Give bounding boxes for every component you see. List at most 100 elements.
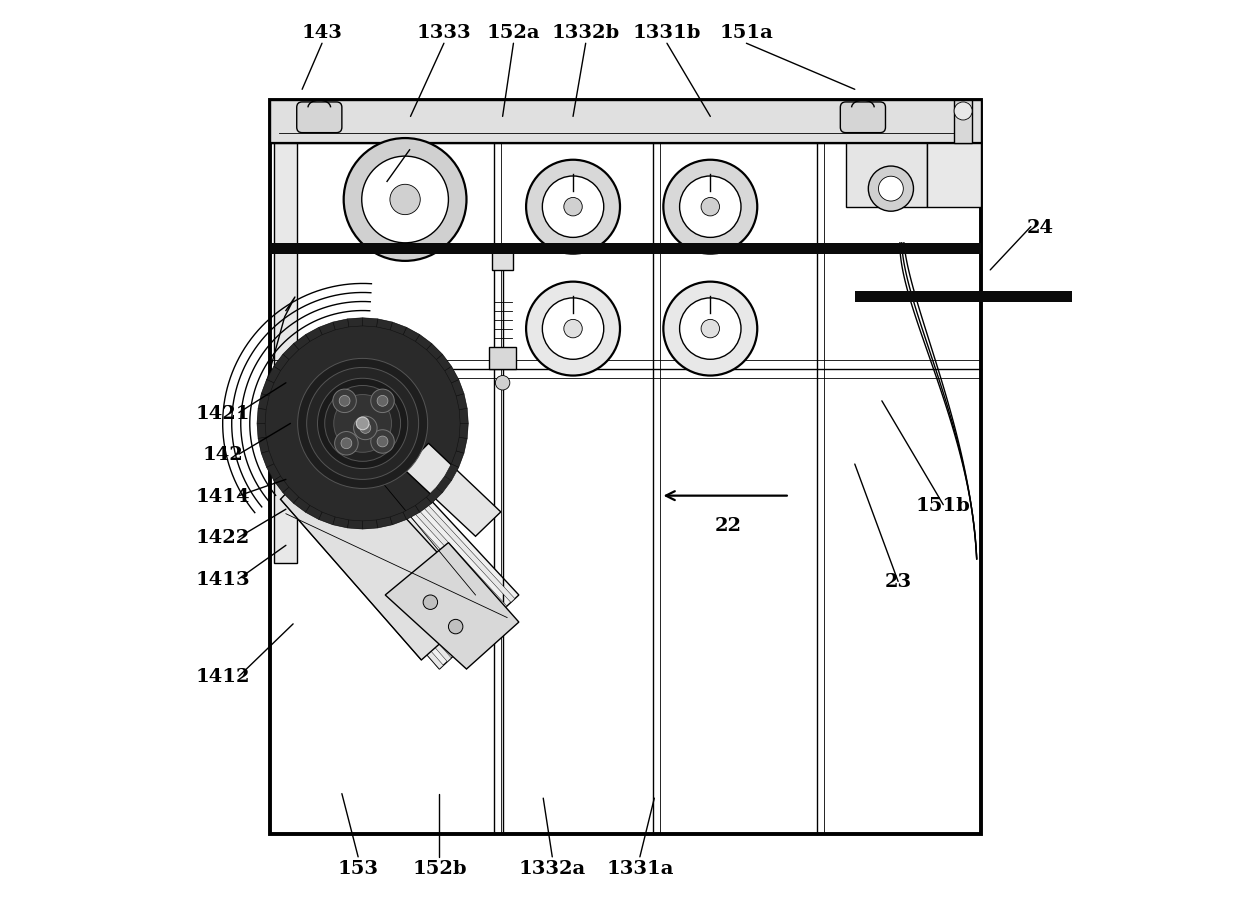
Circle shape (701, 198, 719, 216)
Polygon shape (427, 488, 443, 503)
Polygon shape (305, 506, 322, 520)
Polygon shape (456, 437, 467, 454)
Circle shape (360, 423, 371, 434)
Polygon shape (280, 442, 485, 660)
Text: 1331b: 1331b (632, 24, 701, 42)
Text: 153: 153 (337, 859, 378, 877)
Text: 152a: 152a (486, 24, 541, 42)
Polygon shape (347, 318, 362, 327)
Polygon shape (459, 424, 469, 439)
Circle shape (701, 320, 719, 338)
Text: 152b: 152b (412, 859, 466, 877)
Polygon shape (274, 354, 289, 372)
Polygon shape (269, 244, 981, 254)
Polygon shape (262, 380, 274, 397)
Polygon shape (445, 367, 459, 383)
Text: 1413: 1413 (196, 570, 250, 588)
Polygon shape (258, 437, 269, 454)
Polygon shape (262, 451, 274, 468)
Polygon shape (456, 394, 467, 410)
Circle shape (317, 379, 408, 469)
Text: 24: 24 (1027, 218, 1054, 236)
Polygon shape (283, 345, 299, 360)
Circle shape (377, 437, 388, 447)
Polygon shape (436, 476, 451, 493)
Polygon shape (415, 336, 432, 350)
Circle shape (334, 395, 392, 453)
Circle shape (423, 595, 438, 610)
Polygon shape (269, 101, 981, 144)
Circle shape (343, 139, 466, 262)
Circle shape (371, 430, 394, 454)
Polygon shape (309, 440, 484, 632)
Circle shape (954, 103, 972, 121)
Polygon shape (316, 433, 491, 625)
Circle shape (680, 299, 742, 360)
Polygon shape (403, 444, 501, 537)
Circle shape (298, 359, 428, 489)
Text: 1332b: 1332b (552, 24, 620, 42)
Text: 143: 143 (301, 24, 342, 42)
Circle shape (362, 157, 449, 244)
Circle shape (356, 418, 370, 430)
Polygon shape (267, 367, 280, 383)
Circle shape (353, 417, 377, 440)
Circle shape (371, 390, 394, 413)
Polygon shape (295, 455, 467, 647)
Circle shape (542, 177, 604, 238)
Circle shape (663, 161, 758, 254)
Circle shape (868, 167, 914, 212)
Polygon shape (362, 520, 378, 529)
Circle shape (680, 177, 742, 238)
Polygon shape (294, 336, 310, 350)
Polygon shape (281, 469, 451, 662)
Polygon shape (332, 518, 348, 529)
Polygon shape (391, 512, 407, 525)
Polygon shape (403, 506, 420, 520)
Circle shape (332, 390, 356, 413)
Polygon shape (303, 447, 475, 640)
Polygon shape (954, 101, 972, 144)
Circle shape (389, 185, 420, 216)
Polygon shape (319, 323, 335, 336)
Polygon shape (337, 411, 515, 603)
Circle shape (878, 177, 903, 202)
Polygon shape (928, 144, 981, 207)
Polygon shape (332, 319, 348, 330)
Circle shape (526, 282, 620, 376)
Polygon shape (258, 394, 269, 410)
Polygon shape (305, 328, 322, 342)
Text: 151a: 151a (719, 24, 774, 42)
Polygon shape (377, 518, 392, 529)
Text: 1332a: 1332a (518, 859, 587, 877)
Text: 142: 142 (202, 446, 243, 464)
Polygon shape (274, 144, 296, 564)
Polygon shape (492, 253, 513, 271)
Polygon shape (294, 498, 310, 512)
Text: 1333: 1333 (417, 24, 471, 42)
Polygon shape (436, 354, 451, 372)
Polygon shape (415, 498, 432, 512)
Polygon shape (319, 512, 335, 525)
Circle shape (335, 432, 358, 456)
Circle shape (564, 198, 583, 216)
Polygon shape (257, 409, 267, 424)
Polygon shape (324, 426, 498, 618)
Polygon shape (489, 347, 516, 370)
Circle shape (564, 320, 583, 338)
Bar (269, 101, 981, 834)
Polygon shape (283, 488, 299, 503)
Polygon shape (347, 520, 362, 529)
Polygon shape (386, 543, 518, 669)
Circle shape (258, 319, 467, 529)
Text: 23: 23 (884, 573, 911, 591)
Text: 1331a: 1331a (606, 859, 673, 877)
FancyBboxPatch shape (841, 103, 885, 133)
Circle shape (340, 396, 350, 407)
Circle shape (542, 299, 604, 360)
Polygon shape (451, 451, 464, 468)
Polygon shape (403, 328, 420, 342)
Circle shape (341, 438, 352, 449)
Polygon shape (274, 476, 289, 493)
FancyBboxPatch shape (296, 103, 342, 133)
